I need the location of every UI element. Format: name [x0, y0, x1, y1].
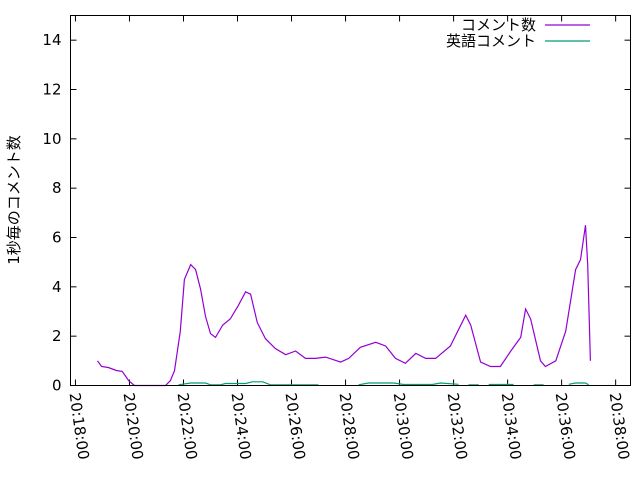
- y-tick-label: 8: [52, 179, 62, 197]
- y-tick-label: 14: [42, 31, 61, 49]
- y-tick-label: 10: [42, 130, 61, 148]
- series-line-0: [97, 225, 591, 387]
- legend-label: コメント数: [461, 16, 536, 34]
- y-tick-label: 0: [52, 377, 62, 395]
- y-tick-label: 2: [52, 327, 62, 345]
- y-tick-label: 6: [52, 229, 62, 247]
- y-tick-label: 4: [52, 278, 62, 296]
- series-line-1: [178, 381, 589, 386]
- y-tick-label: 12: [42, 81, 61, 99]
- legend-label: 英語コメント: [446, 32, 536, 50]
- plot-border: [70, 15, 631, 386]
- y-axis-label: 1秒毎のコメント数: [5, 135, 23, 265]
